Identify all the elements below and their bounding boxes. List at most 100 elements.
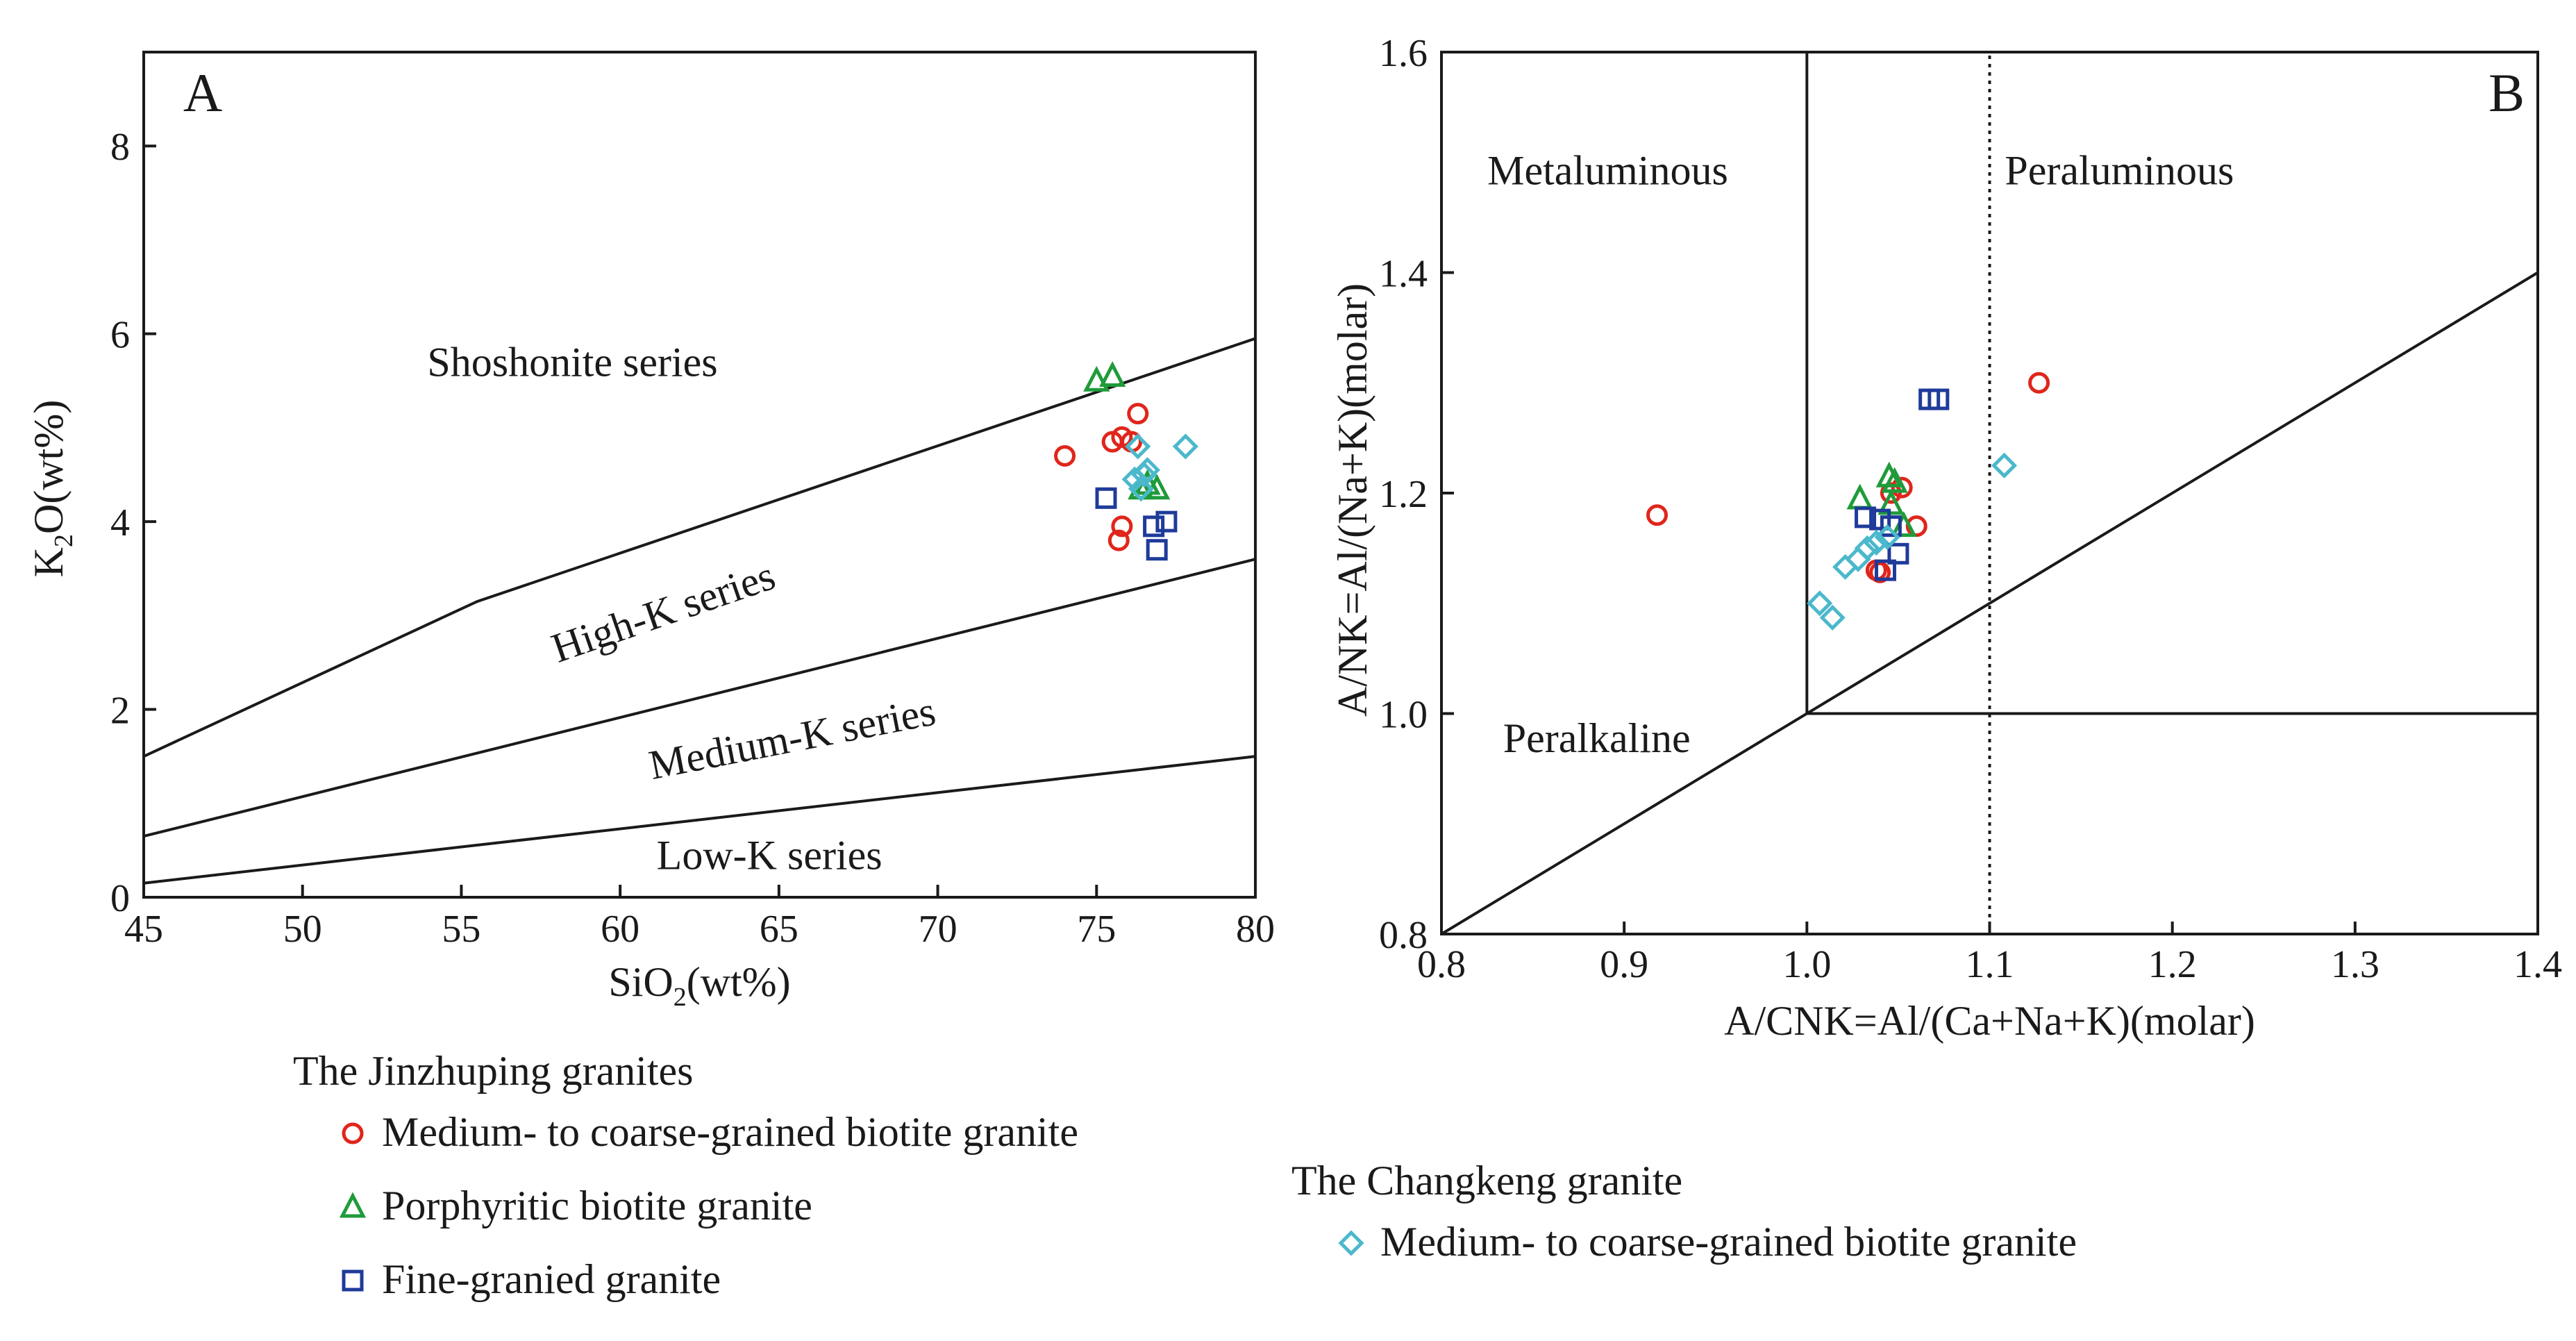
region-label: Shoshonite series [427,340,717,385]
diamond-marker [1131,461,1157,488]
x-tick-label: 45 [124,908,163,951]
legend-title-changkeng: The Changkeng granite [1291,1158,1682,1203]
diamond-marker [1338,1230,1364,1256]
x-tick-label: 1.1 [1966,943,2014,986]
x-axis-title: SiO2(wt%) [608,959,790,1012]
legend-item-medium-coarse-changkeng: Medium- to coarse-grained biotite granit… [1338,1219,2077,1265]
x-axis-title: A/CNK=Al/(Ca+Na+K)(molar) [1724,998,2255,1044]
y-tick-label: 1.0 [1379,694,1428,737]
x-tick-label: 0.9 [1600,943,1648,986]
y-axis-title: K2O(wt%) [26,400,78,578]
series-changkeng-diamond [1807,452,2018,631]
triangle-marker [339,1192,367,1218]
panel-b-chart: 0.8 0.9 1.0 1.1 1.2 1.3 1.4 0.8 1.0 1.2 1.4 1.6 Meta… [1330,32,2562,1044]
legend-item-porphyritic: Porphyritic biotite granite [339,1183,812,1228]
triangle-marker [1099,361,1126,388]
diamond-marker [1125,433,1151,460]
x-tick-label: 60 [601,908,639,951]
legend-item-fine-grained: Fine-granied granite [342,1256,721,1302]
circle-marker [1111,515,1133,538]
region-label: Peraluminous [2005,148,2234,194]
x-tick-label: 70 [919,908,957,951]
diamond-marker [1991,452,2018,478]
series-jinzhuping-circle [1646,372,2050,583]
diamond-marker [1807,590,1833,617]
legend-jinzhuping: The Jinzhuping granites Medium- to coars… [293,1048,1078,1302]
triangle-marker [1846,483,1873,510]
square-marker [1869,508,1891,531]
square-marker [1095,487,1117,509]
y-tick-label: 0 [110,877,130,920]
x-tick-label: 55 [442,908,480,951]
triangle-marker [1875,461,1902,488]
x-tick-label: 65 [760,908,798,951]
region-label: Low-K series [657,832,883,878]
square-marker [1880,515,1902,538]
square-marker [1887,542,1909,565]
legend-label: Medium- to coarse-grained biotite granit… [1380,1219,2077,1265]
y-tick-label: 1.2 [1379,473,1428,516]
legend-title-jinzhuping: The Jinzhuping granites [293,1048,694,1094]
boundary-shoshonite-highk [143,337,1256,758]
y-axis-title: A/NK=Al/(Na+K)(molar) [1330,283,1375,717]
x-tick-label: 1.3 [2331,943,2380,986]
panel-label: B [2489,63,2525,123]
circle-marker [1891,476,1913,499]
diamond-marker [1874,524,1900,551]
y-tick-label: 2 [110,690,130,733]
diamond-marker [1128,476,1154,502]
panel-label: A [183,63,222,123]
legend-item-medium-coarse-jinzhuping: Medium- to coarse-grained biotite granit… [342,1109,1078,1155]
diamond-marker [1854,535,1880,561]
boundary-highk-mediumk [143,558,1256,838]
line-diagonal [1440,271,2539,935]
square-marker [342,1269,364,1292]
y-tick-label: 1.4 [1379,253,1428,296]
region-label: High-K series [546,552,780,671]
x-tick-label: 1.4 [2514,943,2562,986]
series-jinzhuping-square [1095,487,1178,561]
diamond-marker [1832,553,1859,580]
legend-label: Porphyritic biotite granite [382,1183,812,1228]
circle-marker [1107,529,1130,551]
diamond-marker [1863,529,1889,556]
square-marker [1874,559,1896,581]
diamond-marker [1819,604,1846,631]
square-marker [1927,388,1950,410]
triangle-marker [1083,365,1110,392]
series-changkeng-diamond [1121,433,1198,502]
region-label: Metaluminous [1487,148,1728,194]
region-label: Medium-K series [645,688,939,788]
y-tick-label: 8 [110,126,130,169]
region-label: Peralkaline [1503,715,1691,761]
circle-marker [342,1122,364,1144]
panel-a-chart: 45 50 55 60 65 70 75 80 0 2 4 6 8 Shoshonite series Hi… [26,51,1275,1012]
circle-marker [1905,515,1927,538]
diamond-marker [1172,433,1198,460]
legend-label: Medium- to coarse-grained biotite granit… [382,1109,1078,1155]
square-marker [1855,506,1877,528]
y-tick-label: 1.6 [1379,32,1428,75]
square-marker [1143,515,1165,538]
x-tick-label: 80 [1236,908,1275,951]
legend-label: Fine-granied granite [382,1256,721,1302]
y-tick-label: 4 [110,501,130,544]
y-tick-label: 6 [110,314,130,357]
circle-marker [1869,561,1891,583]
x-tick-label: 0.8 [1417,943,1466,986]
square-marker [1146,539,1168,561]
x-tick-label: 1.2 [2148,943,2197,986]
diamond-marker [1121,466,1148,492]
square-marker [1155,510,1178,533]
circle-marker [2028,372,2050,394]
triangle-marker [1877,489,1905,515]
triangle-marker [1881,467,1908,493]
circle-marker [1054,444,1076,467]
x-tick-label: 50 [283,908,322,951]
legend-changkeng: The Changkeng granite Medium- to coarse-… [1291,1158,2077,1265]
series-jinzhuping-square [1855,388,1950,581]
x-tick-label: 1.0 [1782,943,1831,986]
y-tick-label: 0.8 [1379,914,1428,957]
circle-marker [1646,504,1668,526]
